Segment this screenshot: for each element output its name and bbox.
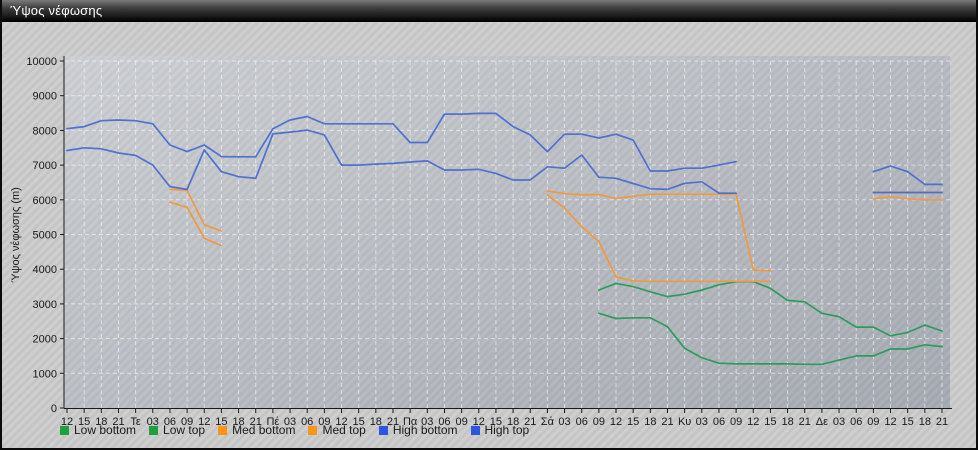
series-line-med-bottom [546, 194, 772, 283]
x-tick-label: 18 [919, 416, 931, 428]
y-tick-label: 6000 [33, 195, 57, 207]
x-tick-label: 03 [833, 416, 845, 428]
legend-label: Low bottom [74, 423, 137, 437]
x-tick-label: Πα [403, 416, 418, 428]
y-tick-label: 4000 [33, 264, 57, 276]
legend-label: High bottom [392, 423, 458, 437]
legend-swatch-icon [60, 425, 69, 435]
x-tick-label: 09 [593, 416, 605, 428]
series-line-low-bottom [598, 312, 943, 366]
x-tick-label: 18 [95, 416, 107, 428]
series-line-high-bottom [66, 129, 737, 195]
x-tick-label: 09 [181, 416, 193, 428]
x-tick-label: Πέ [266, 416, 279, 428]
x-tick-label: 12 [473, 416, 485, 428]
x-tick-label: 12 [198, 416, 210, 428]
series-line-high-top [872, 165, 943, 186]
legend-swatch-icon [378, 425, 388, 435]
x-tick-label: 21 [936, 416, 948, 428]
series-line-med-top [169, 188, 223, 232]
x-tick-label: 18 [781, 416, 793, 428]
x-tick-label: 21 [112, 416, 124, 428]
x-tick-label: 09 [867, 416, 879, 428]
x-tick-label: 15 [902, 416, 914, 428]
x-tick-label: 06 [164, 416, 176, 428]
x-tick-label: 03 [696, 416, 708, 428]
plot-background [64, 56, 950, 408]
y-tick-label: 5000 [33, 230, 57, 242]
x-tick-label: 21 [661, 416, 673, 428]
x-tick-label: 12 [61, 416, 73, 428]
x-tick-label: 21 [250, 416, 262, 428]
x-tick-label: 21 [387, 416, 399, 428]
y-tick-label: 3000 [33, 299, 57, 311]
x-tick-label: 21 [524, 416, 536, 428]
x-tick-label: 12 [610, 416, 622, 428]
x-tick-label: 12 [747, 416, 759, 428]
legend-label: High top [484, 423, 530, 437]
legend-item: Med top [308, 423, 366, 437]
x-tick-label: 18 [370, 416, 382, 428]
x-tick-label: 12 [335, 416, 347, 428]
legend-swatch-icon [470, 425, 480, 435]
x-tick-label: 06 [301, 416, 313, 428]
series-line-high-top [66, 112, 737, 172]
legend-item: High bottom [378, 423, 458, 437]
legend-label: Med bottom [232, 423, 296, 437]
y-tick-label: 10000 [26, 56, 57, 68]
x-tick-label: 18 [232, 416, 244, 428]
x-tick-label: 15 [764, 416, 776, 428]
series-line-med-bottom [169, 201, 223, 247]
y-tick-label: 0 [51, 403, 57, 415]
legend-label: Med top [322, 423, 366, 437]
x-tick-label: 15 [215, 416, 227, 428]
series-line-med-top [546, 190, 772, 272]
x-tick-label: 09 [455, 416, 467, 428]
x-tick-label: 06 [713, 416, 725, 428]
legend-item: Low bottom [60, 423, 136, 437]
legend-item: Med bottom [218, 423, 295, 437]
y-axis-title: Ύψος νέφωσης (m) [10, 187, 22, 283]
y-tick-label: 9000 [33, 91, 57, 103]
x-tick-label: 18 [644, 416, 656, 428]
series-line-low-top [598, 280, 943, 337]
x-tick-label: 03 [421, 416, 433, 428]
legend-swatch-icon [218, 425, 228, 435]
window-titlebar[interactable]: Ύψος νέφωσης [2, 0, 976, 22]
y-tick-label: 7000 [33, 160, 57, 172]
legend-swatch-icon [149, 425, 159, 435]
y-tick-label: 1000 [33, 368, 57, 380]
x-tick-label: 03 [558, 416, 570, 428]
chart-legend: Low bottom Low top Med bottom Med top High b… [60, 423, 542, 437]
legend-item: Low top [149, 423, 205, 437]
x-tick-label: 18 [507, 416, 519, 428]
x-tick-label: 15 [490, 416, 502, 428]
x-tick-label: 09 [318, 416, 330, 428]
x-tick-label: 09 [730, 416, 742, 428]
legend-swatch-icon [308, 425, 318, 435]
window-title: Ύψος νέφωσης [10, 3, 103, 18]
x-tick-label: 15 [627, 416, 639, 428]
x-tick-label: 06 [850, 416, 862, 428]
x-tick-label: 21 [799, 416, 811, 428]
legend-item: High top [470, 423, 530, 437]
x-tick-label: Δε [816, 416, 828, 428]
x-tick-label: Κυ [678, 416, 691, 428]
y-tick-label: 2000 [33, 334, 57, 346]
legend-label: Low top [163, 423, 206, 437]
x-tick-label: 15 [353, 416, 365, 428]
x-tick-label: 15 [78, 416, 90, 428]
y-tick-label: 8000 [33, 125, 57, 137]
x-tick-label: 06 [438, 416, 450, 428]
series-line-med-bottom [872, 195, 943, 201]
x-tick-label: 03 [284, 416, 296, 428]
x-tick-label: Τε [130, 416, 141, 428]
x-tick-label: 12 [884, 416, 896, 428]
x-tick-label: Σά [541, 416, 555, 428]
x-tick-label: 06 [576, 416, 588, 428]
x-tick-label: 03 [147, 416, 159, 428]
